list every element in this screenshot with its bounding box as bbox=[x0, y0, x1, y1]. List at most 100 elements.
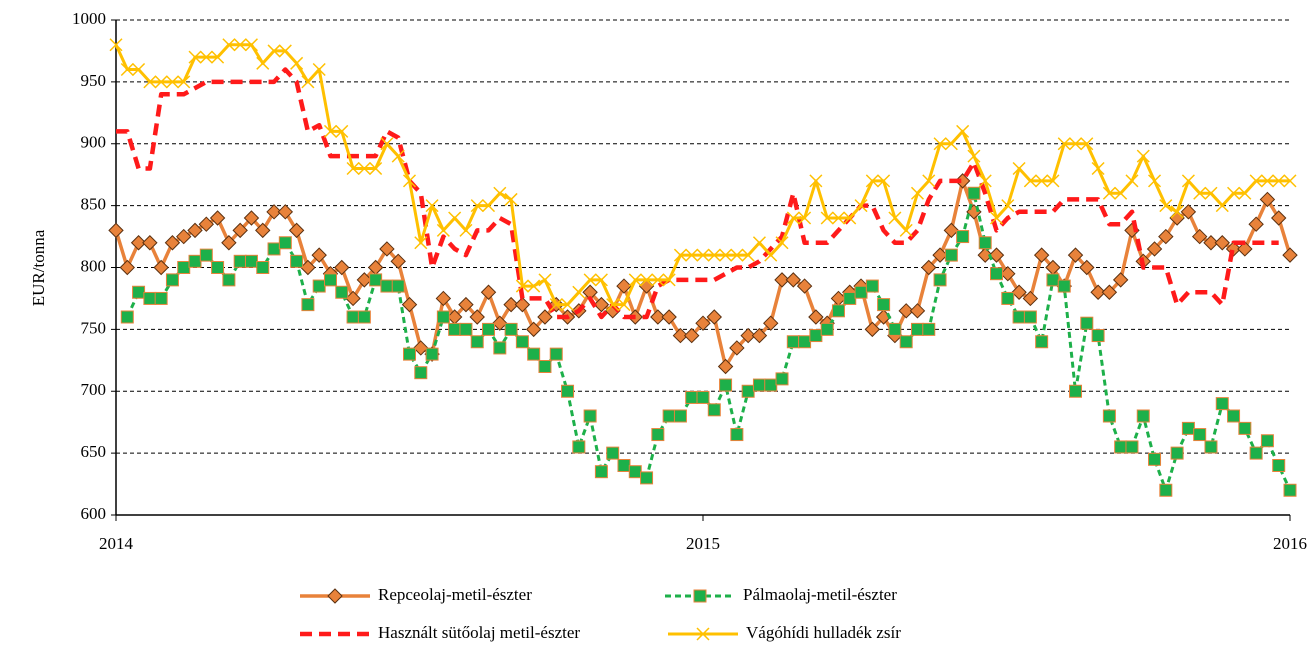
marker bbox=[153, 259, 169, 276]
marker bbox=[492, 315, 508, 331]
y-axis-label: EUR/tonna bbox=[29, 229, 48, 306]
marker bbox=[470, 199, 484, 213]
marker bbox=[1035, 174, 1049, 188]
marker bbox=[391, 279, 405, 293]
marker bbox=[640, 273, 654, 287]
marker bbox=[470, 335, 484, 349]
marker bbox=[572, 440, 586, 454]
marker bbox=[1001, 199, 1015, 213]
marker bbox=[673, 248, 687, 262]
marker bbox=[120, 62, 134, 77]
marker bbox=[717, 358, 734, 375]
marker bbox=[1114, 440, 1128, 454]
marker bbox=[108, 222, 124, 239]
marker bbox=[504, 322, 518, 336]
legend-label: Pálmaolaj-metil-észter bbox=[743, 585, 897, 604]
marker bbox=[809, 174, 823, 188]
marker bbox=[1012, 161, 1026, 176]
marker bbox=[978, 236, 992, 250]
marker bbox=[967, 186, 981, 200]
marker bbox=[403, 347, 416, 361]
marker bbox=[740, 327, 756, 344]
marker bbox=[188, 254, 202, 268]
marker bbox=[1069, 384, 1083, 398]
marker bbox=[255, 222, 271, 239]
marker bbox=[323, 124, 338, 138]
marker bbox=[808, 309, 824, 325]
marker bbox=[706, 309, 722, 325]
marker bbox=[187, 222, 203, 239]
marker bbox=[1272, 459, 1286, 472]
marker bbox=[1136, 149, 1150, 163]
marker bbox=[561, 298, 575, 312]
marker bbox=[730, 428, 744, 442]
marker bbox=[357, 310, 371, 324]
marker bbox=[413, 340, 429, 356]
marker bbox=[764, 248, 778, 262]
marker bbox=[1159, 483, 1173, 497]
x-tick-label: 2016 bbox=[1273, 534, 1307, 553]
marker bbox=[798, 211, 812, 225]
marker bbox=[1057, 137, 1071, 151]
marker bbox=[775, 236, 789, 250]
marker bbox=[380, 137, 394, 151]
marker bbox=[865, 174, 879, 188]
marker bbox=[1249, 174, 1263, 188]
marker bbox=[763, 315, 779, 331]
marker bbox=[493, 186, 507, 200]
marker bbox=[1035, 335, 1049, 349]
marker bbox=[843, 211, 857, 225]
marker bbox=[719, 378, 733, 392]
marker bbox=[1022, 290, 1039, 307]
marker bbox=[1170, 446, 1184, 460]
series-line bbox=[116, 67, 1279, 320]
marker bbox=[119, 259, 135, 276]
marker bbox=[1067, 247, 1084, 263]
marker bbox=[267, 242, 281, 256]
marker bbox=[1046, 273, 1060, 287]
marker bbox=[933, 273, 947, 287]
marker bbox=[606, 298, 620, 312]
marker bbox=[514, 296, 531, 313]
marker bbox=[1215, 199, 1229, 213]
marker bbox=[222, 273, 236, 287]
marker bbox=[538, 360, 552, 373]
marker bbox=[369, 161, 383, 176]
marker bbox=[525, 321, 542, 338]
marker bbox=[1204, 440, 1218, 454]
marker bbox=[685, 390, 699, 404]
marker bbox=[864, 321, 881, 338]
marker bbox=[696, 390, 710, 404]
marker bbox=[1112, 272, 1129, 288]
marker bbox=[503, 296, 519, 313]
marker bbox=[356, 272, 373, 288]
marker bbox=[741, 248, 755, 262]
marker bbox=[176, 228, 192, 245]
marker bbox=[256, 261, 270, 274]
marker bbox=[527, 279, 541, 293]
marker bbox=[109, 38, 123, 52]
marker bbox=[1011, 284, 1027, 300]
marker bbox=[651, 273, 665, 287]
marker bbox=[1114, 186, 1128, 200]
marker bbox=[335, 124, 349, 138]
marker bbox=[877, 298, 891, 312]
marker bbox=[267, 44, 281, 58]
marker bbox=[956, 230, 970, 244]
legend-label: Használt sütőolaj metil-észter bbox=[378, 623, 580, 642]
marker bbox=[357, 161, 371, 176]
marker bbox=[436, 310, 450, 324]
marker bbox=[448, 322, 462, 336]
marker bbox=[594, 273, 608, 287]
marker bbox=[922, 322, 936, 336]
marker bbox=[1046, 174, 1060, 188]
y-tick-label: 650 bbox=[81, 442, 107, 461]
marker bbox=[380, 279, 394, 293]
marker bbox=[335, 285, 349, 299]
marker bbox=[1158, 228, 1174, 245]
marker bbox=[390, 253, 406, 270]
marker bbox=[990, 267, 1003, 281]
marker bbox=[1000, 265, 1016, 282]
marker bbox=[572, 285, 586, 299]
